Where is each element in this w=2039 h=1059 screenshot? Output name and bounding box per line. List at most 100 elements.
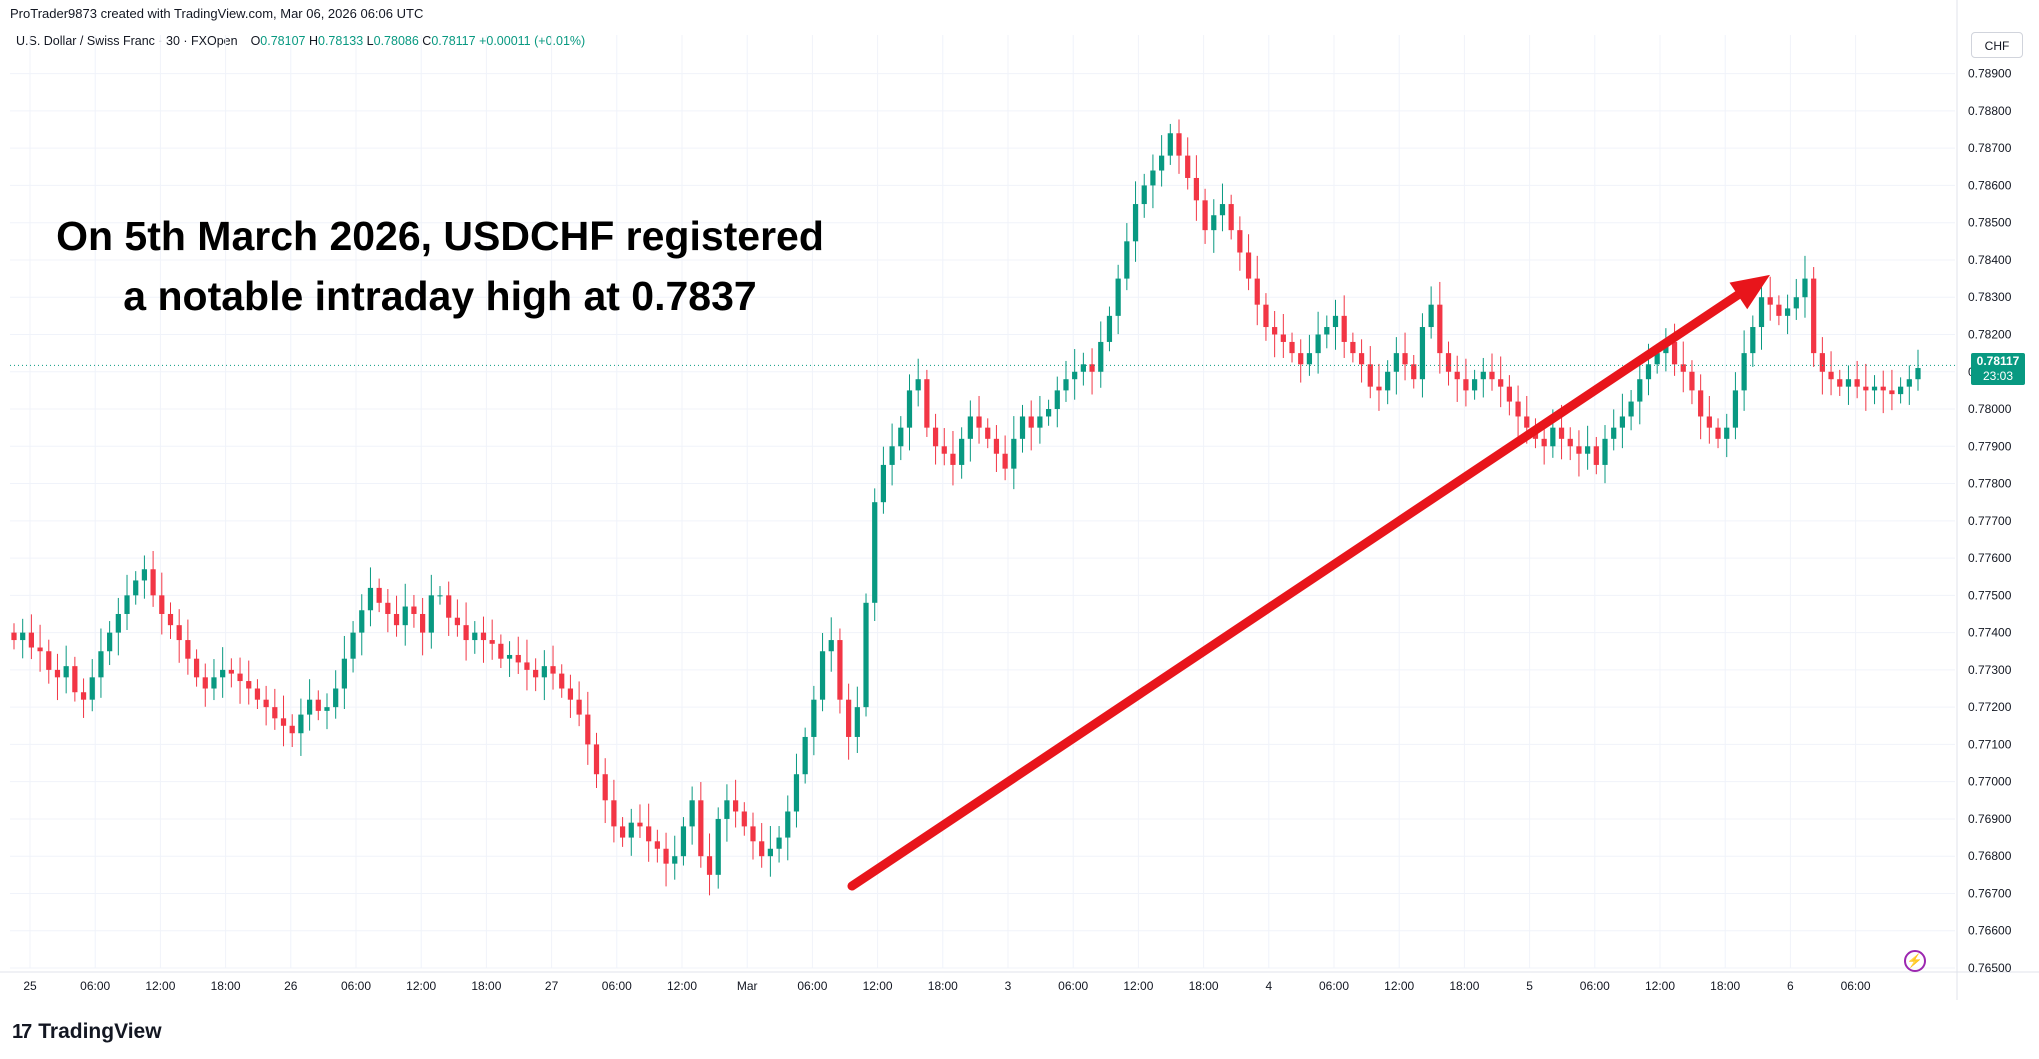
time-axis: 25 06:00 12:00 18:00 26 06:00 12:00 18:00 27 06:0… — [23, 979, 1871, 993]
candle-body — [628, 822, 634, 838]
symbol-title[interactable]: U.S. Dollar / Swiss Franc · 30 · FXOpen — [16, 34, 238, 48]
price-tick-label: 0.77900 — [1968, 439, 2012, 453]
candle-body — [446, 595, 452, 618]
candle-body — [1611, 427, 1617, 439]
price-tick-label: 0.77100 — [1968, 737, 2012, 751]
candle-body — [167, 613, 174, 626]
price-tick-label: 0.78700 — [1968, 141, 2012, 155]
open-value: 0.78107 — [260, 34, 306, 48]
candle-body — [1732, 390, 1739, 428]
candle-body — [46, 651, 52, 670]
candle-body — [854, 707, 860, 737]
price-tick-label: 0.78800 — [1968, 104, 2012, 118]
candle-body — [732, 800, 739, 812]
candle-body — [1898, 386, 1904, 395]
candle-body — [20, 632, 26, 641]
candle-body — [506, 654, 513, 659]
time-tick-label: 06:00 — [1580, 979, 1610, 993]
time-tick-label: Mar — [737, 979, 758, 993]
candle-body — [985, 427, 991, 439]
candle-body — [1167, 133, 1173, 156]
candle-body — [541, 666, 547, 678]
candle-body — [1228, 204, 1234, 231]
candle-body — [1619, 416, 1626, 428]
candle-body — [593, 744, 600, 775]
candle-body — [1758, 297, 1765, 328]
candle-body — [141, 569, 148, 581]
low-value: 0.78086 — [373, 34, 419, 48]
time-tick-label: 06:00 — [1319, 979, 1349, 993]
candle-body — [1115, 278, 1121, 316]
candle-body — [115, 613, 121, 633]
candle-body — [1098, 341, 1104, 372]
candle-body — [993, 438, 1000, 454]
currency-button[interactable]: CHF — [1971, 32, 2023, 58]
candle-body — [515, 654, 521, 663]
candle-body — [872, 502, 878, 603]
candle-body — [1837, 379, 1843, 387]
candle-body — [1671, 341, 1678, 365]
candle-body — [750, 826, 756, 842]
candle-body — [11, 632, 17, 641]
candle-body — [1080, 364, 1086, 372]
candle-body — [1706, 416, 1712, 428]
candle-body — [724, 800, 730, 819]
candle-body — [298, 714, 304, 734]
candle-body — [637, 822, 643, 827]
candle-body — [932, 427, 939, 447]
candle-body — [1376, 386, 1382, 391]
candle-body — [619, 826, 626, 838]
candle-body — [611, 800, 617, 827]
tradingview-brand[interactable]: 17 TradingView — [12, 1020, 162, 1044]
candle-body — [906, 390, 913, 428]
candle-body — [646, 826, 652, 842]
candle-body — [880, 464, 887, 503]
candle-body — [654, 841, 660, 849]
candle-body — [1506, 386, 1512, 402]
candle-body — [1915, 368, 1921, 380]
candle-body — [1889, 390, 1895, 395]
candle-body — [246, 681, 252, 689]
candle-body — [411, 606, 417, 614]
candle-body — [950, 453, 956, 465]
candle-body — [706, 856, 713, 875]
candle-body — [1680, 364, 1686, 372]
candle-body — [1089, 364, 1095, 372]
candle-body — [1550, 427, 1556, 447]
candle-body — [811, 699, 817, 737]
candle-body — [1332, 315, 1339, 328]
candle-body — [959, 438, 965, 465]
candle-body — [802, 736, 808, 775]
candle-body — [524, 662, 530, 670]
price-tick-label: 0.78600 — [1968, 178, 2012, 192]
candle-body — [28, 632, 34, 648]
candle-body — [1541, 438, 1547, 447]
candles-group — [11, 119, 1921, 896]
brand-name: TradingView — [38, 1020, 162, 1043]
price-tick-label: 0.78200 — [1968, 327, 2012, 341]
candle-body — [889, 446, 895, 465]
time-tick-label: 5 — [1526, 979, 1533, 993]
candle-body — [1471, 379, 1478, 391]
time-tick-label: 18:00 — [211, 979, 241, 993]
candle-body — [785, 811, 791, 838]
symbol-legend[interactable]: U.S. Dollar / Swiss Franc · 30 · FXOpen … — [16, 34, 585, 48]
candle-body — [1445, 353, 1452, 372]
candle-body — [315, 699, 321, 711]
candle-body — [124, 595, 130, 614]
candle-body — [1828, 371, 1834, 380]
lightning-icon[interactable]: ⚡ — [1904, 950, 1926, 972]
candle-body — [1045, 409, 1052, 417]
candle-body — [567, 688, 574, 700]
candle-body — [1141, 185, 1147, 205]
candle-body — [828, 640, 834, 652]
candle-body — [193, 658, 200, 678]
candle-body — [1280, 334, 1286, 342]
price-tick-label: 0.78900 — [1968, 67, 2012, 81]
candle-body — [176, 625, 182, 641]
candle-body — [759, 841, 765, 857]
candle-body — [1341, 315, 1347, 342]
price-tick-label: 0.77400 — [1968, 626, 2012, 640]
candle-body — [1515, 401, 1521, 417]
